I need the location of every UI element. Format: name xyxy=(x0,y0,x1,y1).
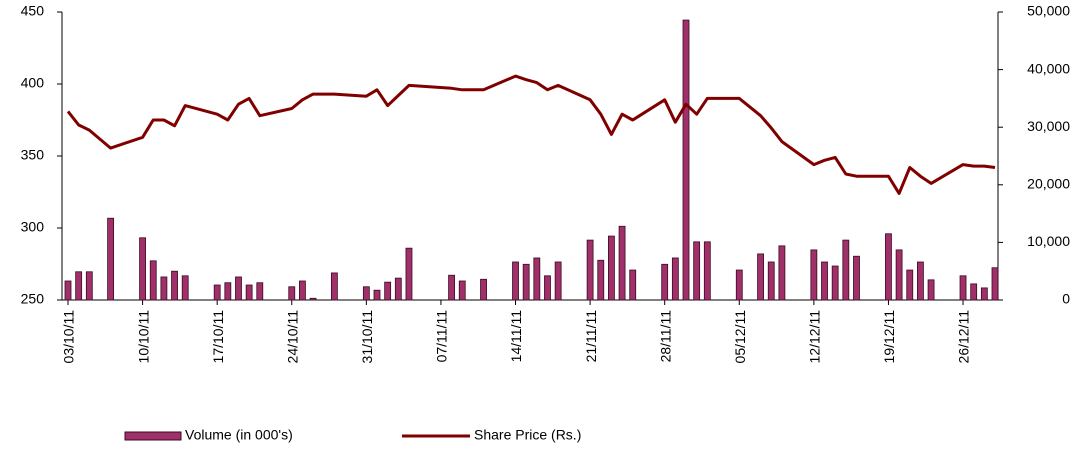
x-tick-label: 07/11/11 xyxy=(434,310,450,363)
volume-bar xyxy=(597,259,605,301)
volume-bar xyxy=(927,279,935,301)
volume-bar xyxy=(917,261,924,301)
x-tick-label: 24/10/11 xyxy=(284,310,300,364)
volume-bar xyxy=(991,267,999,301)
volume-bar xyxy=(384,281,392,301)
volume-bar xyxy=(171,270,178,301)
volume-bar xyxy=(554,261,562,301)
volume-bar xyxy=(448,274,455,301)
volume-bar xyxy=(224,282,232,301)
y2-tick-label: 0 xyxy=(1062,291,1070,307)
x-tick-label: 31/10/11 xyxy=(359,310,375,364)
volume-bar xyxy=(288,286,296,301)
volume-bar xyxy=(160,276,168,301)
y-tick-label: 400 xyxy=(21,75,45,91)
volume-bar xyxy=(181,275,189,301)
x-tick-label: 10/10/11 xyxy=(135,310,151,364)
volume-bar xyxy=(853,255,860,301)
volume-bar xyxy=(629,269,637,301)
volume-bar xyxy=(661,263,669,301)
volume-bar xyxy=(362,286,370,301)
legend-label: Share Price (Rs.) xyxy=(474,427,581,443)
volume-bar xyxy=(309,297,317,301)
legend-swatch xyxy=(124,431,182,441)
volume-bar xyxy=(959,275,967,301)
y-tick-label: 300 xyxy=(21,219,45,235)
volume-bar xyxy=(778,245,786,301)
volume-bar xyxy=(85,271,93,301)
volume-bar xyxy=(458,280,466,301)
volume-bar xyxy=(757,253,764,301)
volume-bar xyxy=(213,284,221,301)
volume-bar xyxy=(522,263,530,301)
y2-tick-label: 30,000 xyxy=(1027,118,1070,134)
volume-bar xyxy=(235,276,242,301)
legend-label: Volume (in 000's) xyxy=(185,427,293,443)
x-tick-label: 05/12/11 xyxy=(732,310,748,364)
x-tick-label: 12/12/11 xyxy=(807,310,823,364)
volume-bar xyxy=(373,289,381,301)
volume-bar xyxy=(693,241,701,301)
volume-bar xyxy=(810,249,818,301)
y2-tick-label: 10,000 xyxy=(1027,233,1070,249)
y-tick-label: 350 xyxy=(21,147,45,163)
volume-bar xyxy=(906,269,914,301)
volume-bar xyxy=(703,241,711,301)
volume-bar xyxy=(970,283,978,301)
x-tick-label: 14/11/11 xyxy=(508,310,524,363)
volume-bar xyxy=(256,282,264,301)
volume-bar xyxy=(394,277,402,301)
volume-bar xyxy=(586,239,594,301)
volume-bar xyxy=(245,284,253,301)
volume-bar xyxy=(64,280,72,301)
volume-bar xyxy=(831,265,839,301)
x-tick-label: 19/12/11 xyxy=(881,310,897,364)
volume-bar xyxy=(980,287,988,301)
volume-bar xyxy=(299,280,306,301)
volume-bar xyxy=(735,269,743,301)
volume-bar xyxy=(618,225,626,301)
x-tick-label: 21/11/11 xyxy=(583,310,599,363)
x-tick-label: 03/10/11 xyxy=(61,310,77,364)
volume-bar xyxy=(75,271,83,301)
volume-bar xyxy=(544,275,551,301)
volume-bar xyxy=(107,217,115,301)
volume-bar xyxy=(682,19,690,301)
volume-bar xyxy=(512,261,519,301)
volume-bar xyxy=(767,261,775,301)
price-line xyxy=(66,74,996,195)
y2-tick-label: 20,000 xyxy=(1027,176,1070,192)
volume-bar xyxy=(149,260,157,301)
y-tick-label: 250 xyxy=(21,291,45,307)
volume-bar xyxy=(608,235,615,301)
volume-bar xyxy=(139,237,146,301)
x-tick-label: 17/10/11 xyxy=(210,310,226,364)
volume-bar xyxy=(671,257,679,301)
y2-tick-label: 50,000 xyxy=(1027,3,1070,19)
volume-bar xyxy=(330,272,338,301)
volume-bar xyxy=(885,233,892,301)
x-tick-label: 28/11/11 xyxy=(657,310,673,363)
y2-tick-label: 40,000 xyxy=(1027,60,1070,76)
y-tick-label: 450 xyxy=(21,3,45,19)
x-tick-label: 26/12/11 xyxy=(956,310,972,364)
volume-bar xyxy=(842,239,850,301)
volume-bar xyxy=(533,257,541,301)
volume-bar xyxy=(405,247,413,301)
volume-bar xyxy=(821,261,828,301)
volume-bar xyxy=(895,249,903,301)
volume-bar xyxy=(480,278,487,301)
